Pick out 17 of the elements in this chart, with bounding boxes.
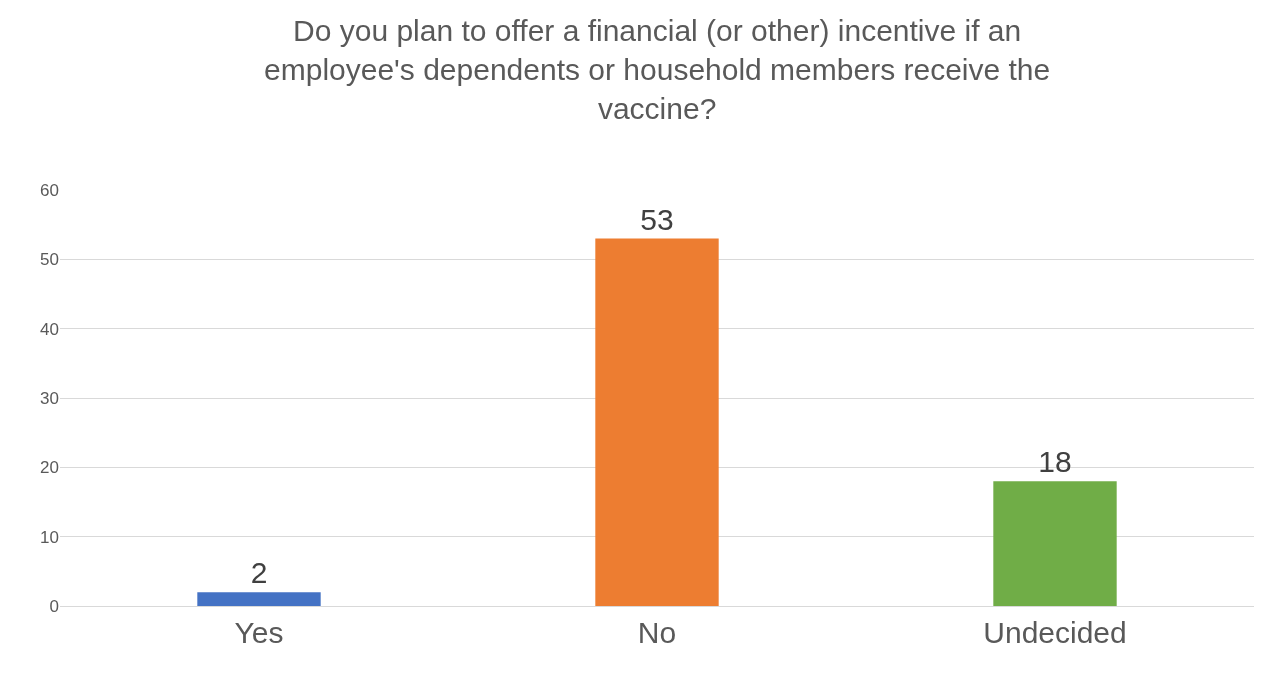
bar [993, 481, 1117, 606]
y-tick-label: 50 [40, 250, 59, 270]
data-label: 18 [1038, 445, 1072, 479]
chart-title: Do you plan to offer a financial (or other) incentive if an employee's dependents or household members receive the vaccine? [264, 14, 1051, 126]
y-tick-label: 20 [40, 458, 59, 478]
data-label: 53 [640, 202, 674, 236]
data-label: 2 [250, 556, 268, 590]
bar [197, 592, 321, 606]
x-tick-label: No [637, 616, 677, 649]
y-tick-label: 40 [40, 319, 59, 339]
y-tick-label: 0 [49, 596, 59, 616]
y-tick-label: 10 [40, 527, 59, 547]
bar [595, 238, 719, 606]
x-tick-label: Yes [234, 616, 284, 649]
x-tick-label: Undecided [983, 616, 1127, 649]
y-tick-label: 60 [40, 180, 59, 200]
y-tick-label: 30 [40, 388, 59, 408]
